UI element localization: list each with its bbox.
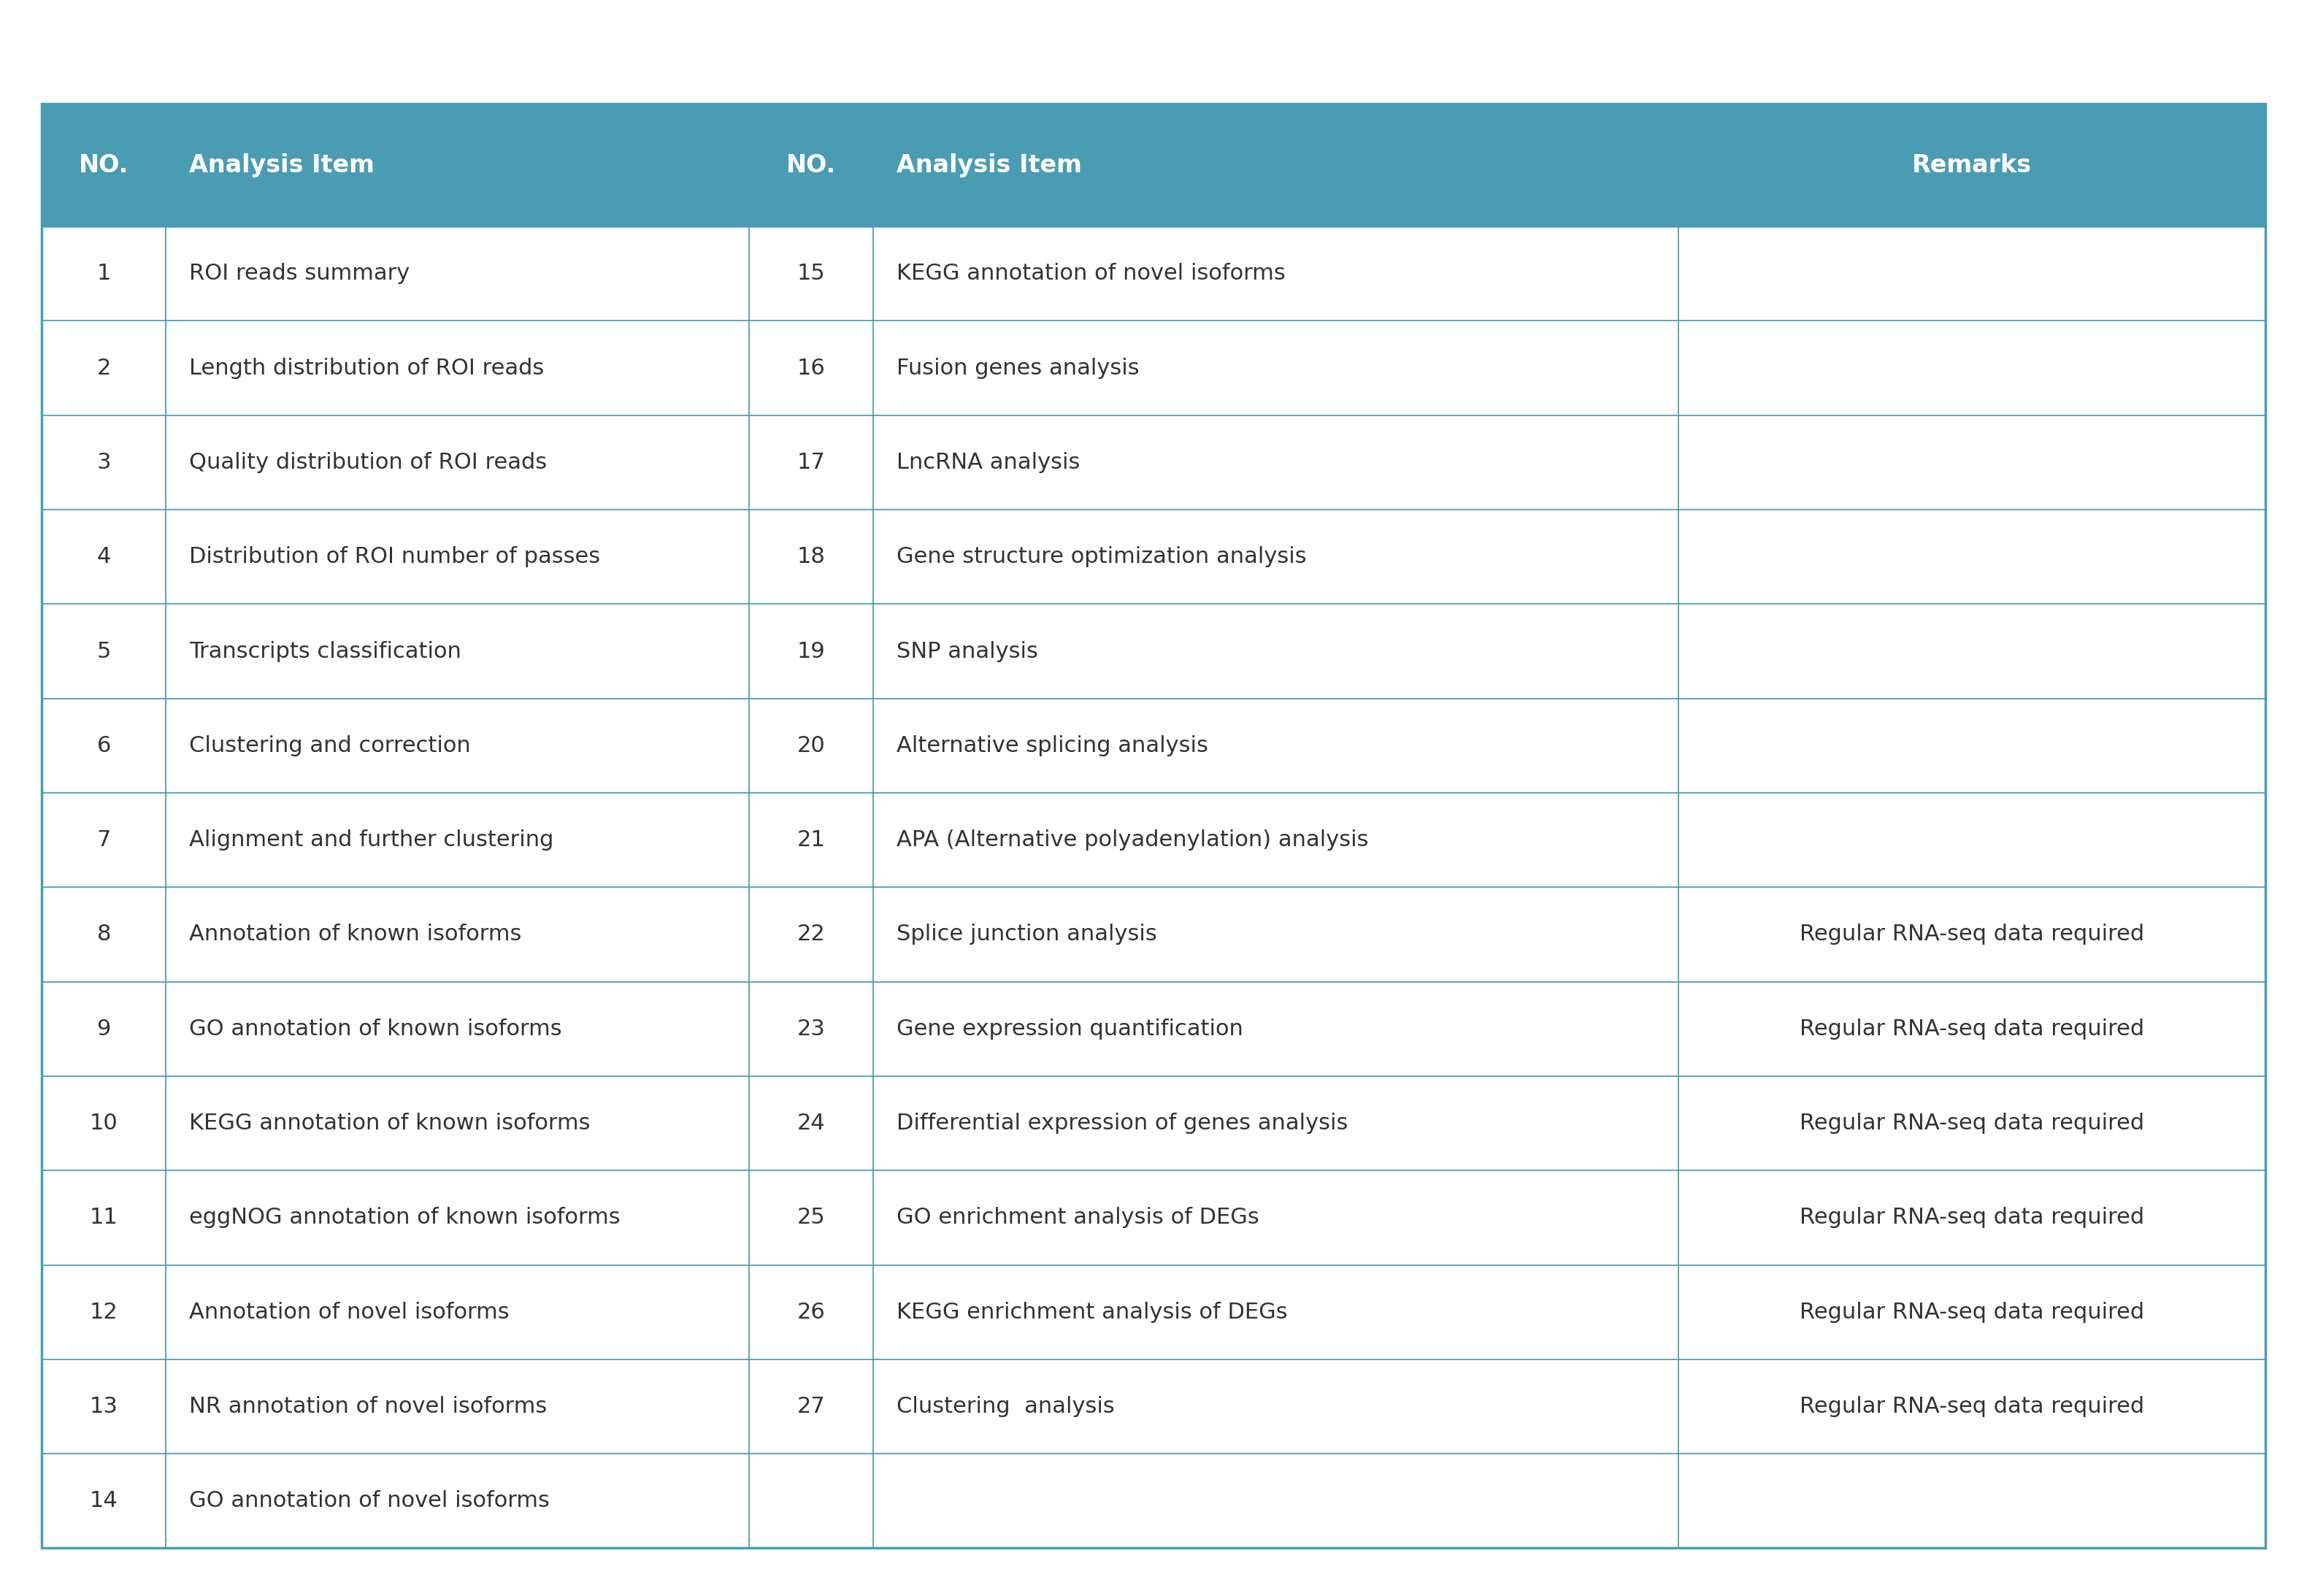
Text: 25: 25: [796, 1207, 826, 1229]
Text: 3: 3: [97, 452, 111, 472]
Text: 4: 4: [97, 546, 111, 568]
Bar: [42, 1076, 2265, 1170]
Bar: [42, 1266, 2265, 1360]
Bar: [42, 321, 2265, 415]
Text: Regular RNA-seq data required: Regular RNA-seq data required: [1799, 1207, 2143, 1229]
Text: 9: 9: [97, 1018, 111, 1039]
Text: 13: 13: [90, 1396, 118, 1417]
Text: Analysis Item: Analysis Item: [897, 153, 1082, 177]
Text: Regular RNA-seq data required: Regular RNA-seq data required: [1799, 1396, 2143, 1417]
Text: 22: 22: [796, 924, 826, 945]
Text: KEGG annotation of novel isoforms: KEGG annotation of novel isoforms: [897, 263, 1285, 284]
Text: 19: 19: [796, 640, 826, 662]
Text: Quality distribution of ROI reads: Quality distribution of ROI reads: [189, 452, 547, 472]
Text: 11: 11: [90, 1207, 118, 1229]
Bar: [42, 1454, 2265, 1548]
Text: Alignment and further clustering: Alignment and further clustering: [189, 830, 554, 851]
Text: Annotation of novel isoforms: Annotation of novel isoforms: [189, 1301, 510, 1323]
Text: 17: 17: [796, 452, 826, 472]
Text: Fusion genes analysis: Fusion genes analysis: [897, 358, 1140, 378]
Text: ROI reads summary: ROI reads summary: [189, 263, 411, 284]
Text: Splice junction analysis: Splice junction analysis: [897, 924, 1156, 945]
Text: NR annotation of novel isoforms: NR annotation of novel isoforms: [189, 1396, 547, 1417]
Text: Regular RNA-seq data required: Regular RNA-seq data required: [1799, 1018, 2143, 1039]
Text: LncRNA analysis: LncRNA analysis: [897, 452, 1080, 472]
Text: 7: 7: [97, 830, 111, 851]
Text: Transcripts classification: Transcripts classification: [189, 640, 461, 662]
Text: Clustering  analysis: Clustering analysis: [897, 1396, 1114, 1417]
Bar: [42, 699, 2265, 793]
Text: SNP analysis: SNP analysis: [897, 640, 1038, 662]
Bar: [42, 227, 2265, 321]
Text: Regular RNA-seq data required: Regular RNA-seq data required: [1799, 1112, 2143, 1133]
Text: Annotation of known isoforms: Annotation of known isoforms: [189, 924, 521, 945]
Text: Regular RNA-seq data required: Regular RNA-seq data required: [1799, 924, 2143, 945]
Bar: [42, 982, 2265, 1076]
Text: eggNOG annotation of known isoforms: eggNOG annotation of known isoforms: [189, 1207, 621, 1229]
Text: 24: 24: [796, 1112, 826, 1133]
Bar: [42, 887, 2265, 982]
Bar: [42, 603, 2265, 699]
Text: 27: 27: [796, 1396, 826, 1417]
Text: 21: 21: [796, 830, 826, 851]
Bar: [42, 509, 2265, 603]
Text: Alternative splicing analysis: Alternative splicing analysis: [897, 736, 1209, 757]
Text: Clustering and correction: Clustering and correction: [189, 736, 471, 757]
Text: Gene expression quantification: Gene expression quantification: [897, 1018, 1243, 1039]
Bar: [42, 415, 2265, 509]
Text: 12: 12: [90, 1301, 118, 1323]
Text: Analysis Item: Analysis Item: [189, 153, 374, 177]
Text: 23: 23: [796, 1018, 826, 1039]
Text: 8: 8: [97, 924, 111, 945]
Text: NO.: NO.: [787, 153, 835, 177]
Text: GO annotation of novel isoforms: GO annotation of novel isoforms: [189, 1491, 549, 1511]
Text: Gene structure optimization analysis: Gene structure optimization analysis: [897, 546, 1306, 568]
Text: 16: 16: [796, 358, 826, 378]
Text: 15: 15: [796, 263, 826, 284]
Text: 18: 18: [796, 546, 826, 568]
Text: GO enrichment analysis of DEGs: GO enrichment analysis of DEGs: [897, 1207, 1260, 1229]
Text: 14: 14: [90, 1491, 118, 1511]
Text: 20: 20: [796, 736, 826, 757]
Text: Differential expression of genes analysis: Differential expression of genes analysi…: [897, 1112, 1347, 1133]
Bar: [42, 1170, 2265, 1266]
Text: 5: 5: [97, 640, 111, 662]
Text: KEGG annotation of known isoforms: KEGG annotation of known isoforms: [189, 1112, 591, 1133]
Text: GO annotation of known isoforms: GO annotation of known isoforms: [189, 1018, 563, 1039]
Text: Regular RNA-seq data required: Regular RNA-seq data required: [1799, 1301, 2143, 1323]
Text: KEGG enrichment analysis of DEGs: KEGG enrichment analysis of DEGs: [897, 1301, 1287, 1323]
Text: NO.: NO.: [78, 153, 129, 177]
Bar: [42, 104, 2265, 227]
Text: Length distribution of ROI reads: Length distribution of ROI reads: [189, 358, 544, 378]
Text: APA (Alternative polyadenylation) analysis: APA (Alternative polyadenylation) analys…: [897, 830, 1368, 851]
Text: Remarks: Remarks: [1913, 153, 2032, 177]
Text: 1: 1: [97, 263, 111, 284]
Bar: [42, 793, 2265, 887]
Bar: [42, 1360, 2265, 1454]
Text: 26: 26: [796, 1301, 826, 1323]
Text: Distribution of ROI number of passes: Distribution of ROI number of passes: [189, 546, 600, 568]
Text: 6: 6: [97, 736, 111, 757]
Text: 2: 2: [97, 358, 111, 378]
Text: 10: 10: [90, 1112, 118, 1133]
